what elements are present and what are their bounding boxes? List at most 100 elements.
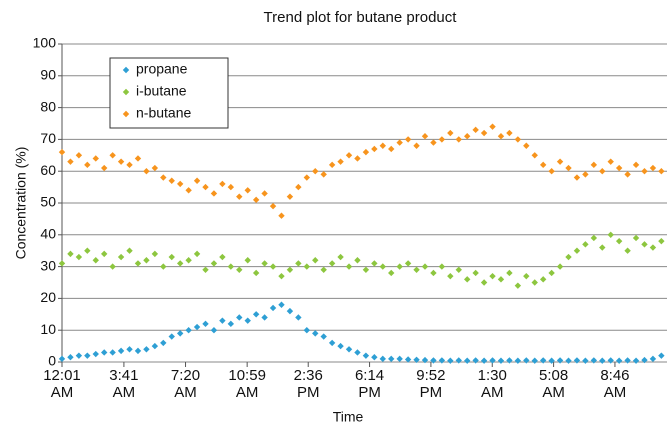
data-point xyxy=(58,148,66,156)
data-point xyxy=(506,269,513,277)
data-point xyxy=(202,320,209,328)
data-point xyxy=(109,349,116,356)
data-point xyxy=(236,193,243,200)
data-point xyxy=(607,158,614,165)
data-point xyxy=(649,355,657,363)
data-point xyxy=(641,356,648,364)
data-point xyxy=(337,253,344,261)
data-point xyxy=(624,247,631,254)
data-point xyxy=(658,352,665,359)
data-point xyxy=(134,260,142,267)
data-point xyxy=(632,161,640,169)
data-point xyxy=(354,257,361,264)
data-point xyxy=(202,183,209,191)
data-point xyxy=(337,342,344,350)
data-point xyxy=(269,263,277,270)
data-point xyxy=(193,250,201,258)
data-point xyxy=(371,145,378,153)
data-point xyxy=(455,136,462,143)
data-point xyxy=(404,356,412,363)
data-point xyxy=(472,269,479,277)
data-point xyxy=(143,346,150,353)
data-point xyxy=(371,354,378,361)
data-point xyxy=(413,142,420,149)
data-point xyxy=(404,260,412,267)
data-point xyxy=(489,272,496,280)
y-tick-label: 30 xyxy=(40,257,56,273)
data-point xyxy=(75,253,83,261)
data-point xyxy=(126,346,133,353)
data-point xyxy=(413,356,420,363)
data-point xyxy=(58,260,66,267)
data-point xyxy=(404,136,412,143)
data-point xyxy=(92,155,99,162)
data-point xyxy=(438,263,446,270)
data-point xyxy=(430,269,437,277)
data-point xyxy=(176,330,184,337)
legend-marker xyxy=(122,66,130,74)
data-point xyxy=(607,357,614,364)
data-point xyxy=(573,174,581,181)
data-point xyxy=(303,327,311,334)
data-point xyxy=(328,260,336,267)
data-point xyxy=(345,346,353,353)
data-point xyxy=(320,333,327,340)
data-point xyxy=(371,260,378,267)
data-point xyxy=(430,139,437,146)
data-point xyxy=(599,244,606,251)
data-point xyxy=(362,352,370,359)
data-point xyxy=(75,352,83,359)
data-point xyxy=(590,161,598,169)
data-point xyxy=(252,269,260,277)
data-point xyxy=(523,357,530,364)
legend-label: n-butane xyxy=(136,105,191,121)
data-point xyxy=(590,234,598,242)
data-point xyxy=(455,357,462,364)
x-tick-label: 2:36 PM xyxy=(293,367,323,401)
y-tick-label: 10 xyxy=(40,321,56,337)
data-point xyxy=(75,152,83,159)
y-tick-label: 50 xyxy=(40,194,56,210)
data-point xyxy=(261,314,268,321)
data-point xyxy=(92,350,99,358)
data-point xyxy=(303,174,311,181)
data-point xyxy=(101,164,108,172)
data-point xyxy=(160,339,167,347)
x-tick-label: 5:08 AM xyxy=(538,367,569,401)
data-point xyxy=(497,276,505,283)
data-point xyxy=(388,269,395,277)
data-point xyxy=(489,357,496,364)
data-point xyxy=(185,187,192,194)
data-point xyxy=(447,272,454,280)
data-point xyxy=(176,260,184,267)
data-point xyxy=(354,155,361,162)
data-point xyxy=(185,327,192,334)
legend-label: propane xyxy=(136,61,188,77)
data-point xyxy=(84,352,91,359)
data-point xyxy=(548,168,555,175)
x-tick-label: 8:46 AM xyxy=(600,367,630,401)
data-point xyxy=(632,357,640,364)
y-axis-label: Concentration (%) xyxy=(13,147,29,260)
chart-title: Trend plot for butane product xyxy=(264,9,458,26)
data-point xyxy=(151,342,159,350)
data-point xyxy=(160,263,167,270)
data-point xyxy=(506,129,513,137)
x-tick-label: 3:41 AM xyxy=(109,367,139,401)
data-point xyxy=(480,357,488,364)
data-point xyxy=(421,356,429,364)
data-point xyxy=(67,250,74,258)
data-point xyxy=(176,180,184,188)
data-point xyxy=(548,269,555,277)
data-point xyxy=(480,129,488,137)
y-tick-label: 0 xyxy=(48,353,56,369)
data-point xyxy=(286,307,294,315)
data-point xyxy=(328,161,336,169)
data-point xyxy=(641,168,648,175)
data-point xyxy=(388,145,395,153)
data-point xyxy=(514,357,522,364)
data-point xyxy=(58,355,66,363)
data-point xyxy=(67,354,74,361)
data-point xyxy=(582,241,589,248)
